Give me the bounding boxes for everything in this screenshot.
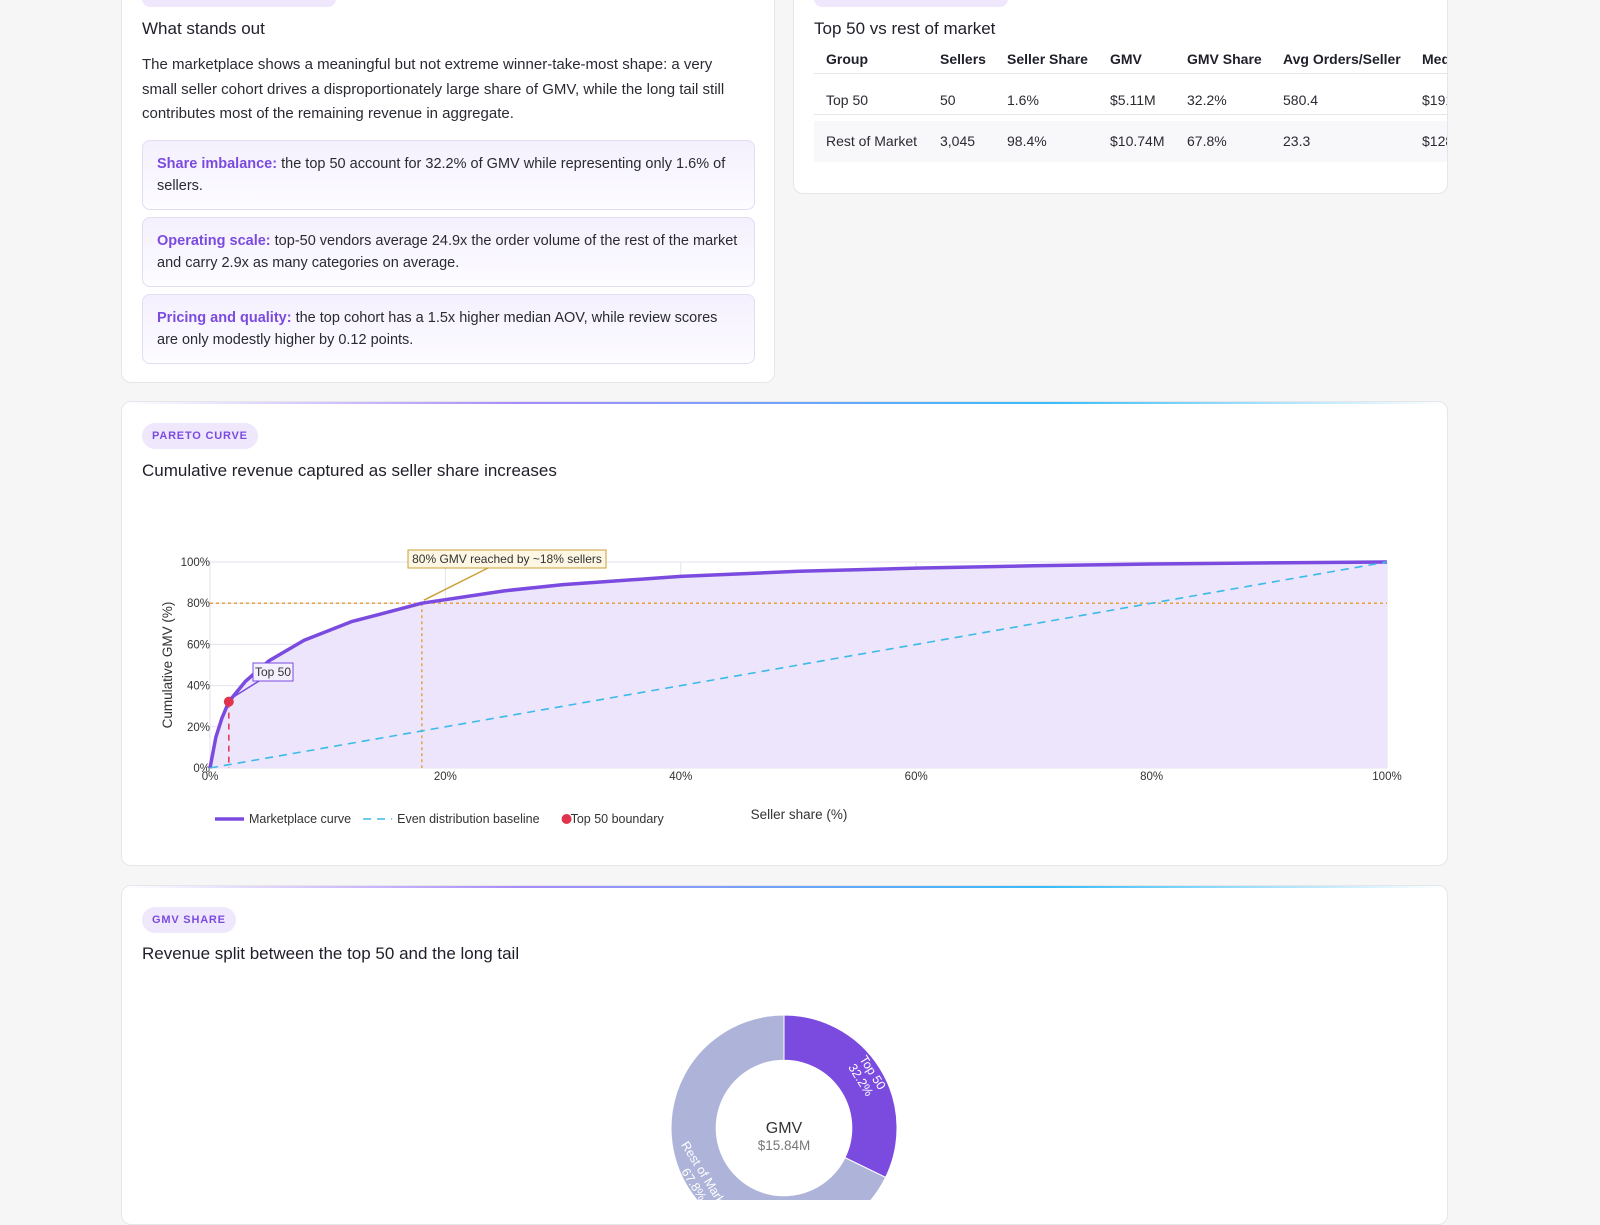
table-cell: $191: [1422, 92, 1447, 108]
insight-label: Pricing and quality:: [157, 310, 292, 326]
page: {"insights_card":{"title":"What stands o…: [121, 0, 1448, 1225]
column-header: GMV Share: [1187, 51, 1262, 67]
row-divider: [814, 73, 1447, 74]
card-tag: GMV SHARE: [142, 907, 236, 933]
table-cell: 32.2%: [1187, 92, 1227, 108]
insight-box: Pricing and quality: the top cohort has …: [142, 294, 755, 364]
card-title: Top 50 vs rest of market: [814, 19, 996, 38]
insight-box: Operating scale: top-50 vendors average …: [142, 217, 755, 287]
insight-label: Share imbalance:: [157, 156, 278, 172]
insight-label: Operating scale:: [157, 233, 271, 249]
table-cell: 23.3: [1283, 133, 1311, 149]
share-card: GMV SHARE Revenue split between the top …: [121, 885, 1448, 1225]
insight-box: Share imbalance: the top 50 account for …: [142, 140, 755, 210]
column-header: GMV: [1110, 51, 1142, 67]
insight-text: the top cohort has a 1.5x higher median …: [157, 310, 718, 348]
insight-text: top-50 vendors average 24.9x the order v…: [157, 233, 738, 271]
card-body: The marketplace shows a meaningful but n…: [142, 56, 725, 122]
row-divider: [814, 114, 1447, 115]
pareto-card: PARETO CURVE Cumulative revenue captured…: [121, 401, 1448, 866]
table-cell: $5.11M: [1110, 92, 1156, 108]
table-cell: $10.74M: [1110, 133, 1165, 149]
tag-pill: [814, 0, 1008, 7]
table-cell: 98.4%: [1007, 133, 1047, 149]
table-cell: Rest of Market: [826, 133, 918, 149]
table-cell: 67.8%: [1187, 133, 1227, 149]
table-cell: 3,045: [940, 133, 976, 149]
column-header: Seller Share: [1007, 51, 1088, 67]
column-header: Median AOV: [1422, 51, 1448, 67]
table-cell: Top 50: [826, 92, 869, 108]
column-header: Sellers: [940, 51, 986, 67]
table-cell: 580.4: [1283, 92, 1319, 108]
card-title: Revenue split between the top 50 and the…: [142, 944, 520, 963]
card-title: Cumulative revenue captured as seller sh…: [142, 461, 557, 480]
row-stripe: [814, 121, 1447, 162]
accent-bar: [122, 886, 1447, 888]
column-header: Avg Orders/Seller: [1283, 51, 1401, 67]
card-tag: PARETO CURVE: [142, 423, 258, 449]
insight-text: the top 50 account for 32.2% of GMV whil…: [157, 156, 726, 194]
table-cell: $128: [1422, 133, 1447, 149]
table: Group Sellers Seller Share GMV GMV Share Avg …: [814, 51, 1448, 175]
tag-pill: [142, 0, 336, 7]
column-header: Group: [826, 51, 868, 67]
table-card: Top 50 vs rest of market Group Sellers Sel…: [793, 0, 1448, 194]
insights-card: What stands out The marketplace shows a …: [121, 0, 775, 383]
table-cell: 50: [940, 92, 956, 108]
accent-bar: [122, 402, 1447, 404]
table-cell: 1.6%: [1007, 92, 1039, 108]
card-title: What stands out: [142, 19, 265, 38]
